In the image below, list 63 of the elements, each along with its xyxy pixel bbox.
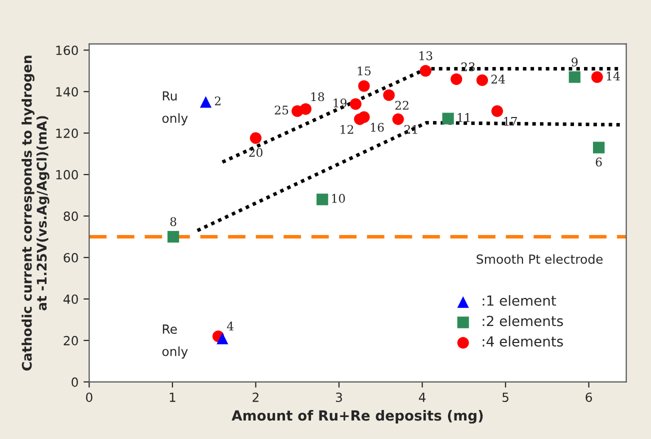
annotation: 10 xyxy=(332,194,345,203)
x-axis-title: Amount of Ru+Re deposits (mg) xyxy=(232,410,483,424)
y-tick-label: 0 xyxy=(72,377,78,387)
y-axis-title: Cathodic current corresponds to hydrogen at -1.25V(vs.Ag/AgCl)(mA) xyxy=(22,56,50,370)
annotation: Smooth Pt electrode xyxy=(476,254,603,264)
annotation: 23 xyxy=(461,62,475,72)
x-tick-label: 4 xyxy=(418,392,426,402)
point xyxy=(200,96,212,108)
point xyxy=(358,111,370,123)
annotation: 2 xyxy=(214,96,220,106)
y-tick-label: 80 xyxy=(64,211,78,221)
annotation: 12 xyxy=(340,124,354,134)
annotation: 4 xyxy=(226,322,234,330)
point xyxy=(358,80,370,92)
annotation: Ru only xyxy=(162,91,188,126)
annotation: 9 xyxy=(572,58,578,66)
y-tick-label: 120 xyxy=(56,128,78,138)
point xyxy=(450,73,462,85)
point xyxy=(591,71,603,83)
x-tick-label: 6 xyxy=(586,392,592,402)
legend-label: :2 elements xyxy=(482,316,563,326)
annotation: 15 xyxy=(358,66,371,76)
point xyxy=(216,332,228,344)
annotation: 22 xyxy=(395,100,408,110)
x-tick-label: 0 xyxy=(86,392,92,402)
annotation: 6 xyxy=(596,158,602,166)
x-tick-label: 1 xyxy=(170,392,176,402)
y-tick-label: 160 xyxy=(56,46,78,56)
annotation: 20 xyxy=(249,148,262,157)
point xyxy=(300,103,312,115)
legend-label: :4 elements xyxy=(482,336,563,347)
annotation: 14 xyxy=(606,72,620,80)
annotation: 13 xyxy=(420,51,432,60)
point xyxy=(250,132,262,144)
point xyxy=(392,113,404,125)
annotation: 8 xyxy=(170,217,176,226)
point xyxy=(568,71,580,83)
annotation: Re only xyxy=(162,324,188,359)
x-tick-label: 3 xyxy=(336,392,342,402)
annotation: 24 xyxy=(491,74,505,84)
annotation: 17 xyxy=(504,116,517,126)
point xyxy=(316,194,328,206)
y-tick-label: 40 xyxy=(63,294,78,304)
annotation: 25 xyxy=(274,106,288,115)
point xyxy=(491,105,504,117)
annotation: 18 xyxy=(311,92,324,102)
y-tick-label: 20 xyxy=(64,336,78,346)
legend-label: :1 element xyxy=(482,295,556,306)
x-tick-label: 2 xyxy=(252,392,258,402)
point xyxy=(383,89,395,101)
y-tick-label: 140 xyxy=(56,87,78,97)
point xyxy=(592,142,605,154)
y-tick-label: 100 xyxy=(56,170,78,180)
annotation: 11 xyxy=(458,113,470,122)
point xyxy=(167,230,180,243)
point xyxy=(350,98,362,110)
point xyxy=(420,65,432,77)
annotation: 16 xyxy=(370,122,384,132)
y-tick-label: 60 xyxy=(64,252,78,262)
point xyxy=(476,74,488,86)
annotation: 19 xyxy=(334,98,347,108)
x-tick-label: 5 xyxy=(502,392,508,402)
point xyxy=(442,112,454,124)
